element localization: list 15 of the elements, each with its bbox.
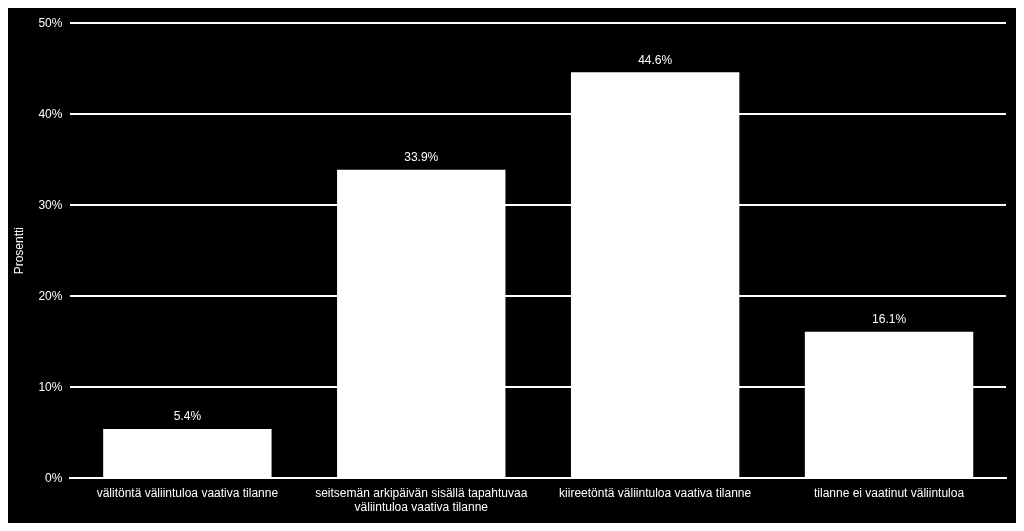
y-axis-title: Prosentti [11,227,26,275]
x-tick-label: välitöntä väliintuloa vaativa tilanne [96,485,279,500]
data-label: 5.4% [173,409,202,424]
y-tick-label: 30% [38,197,63,212]
data-label: 33.9% [404,150,439,165]
data-label: 16.1% [872,312,907,326]
y-tick-label: 40% [38,106,63,121]
y-tick-label: 20% [38,288,63,303]
x-tick-label: seitsemän arkipäivän sisällä tapahtuvaa väliintuloa vaativa tilanne [315,485,528,515]
y-tick-label: 50% [38,15,63,30]
data-label: 44.6% [638,52,673,67]
x-tick-label: tilanne ei vaatinut väliintuloa [814,485,965,500]
y-tick-label: 0% [45,470,63,485]
x-tick-label: kiireetöntä väliintuloa vaativa tilanne [559,485,752,500]
y-tick-label: 10% [38,379,63,394]
